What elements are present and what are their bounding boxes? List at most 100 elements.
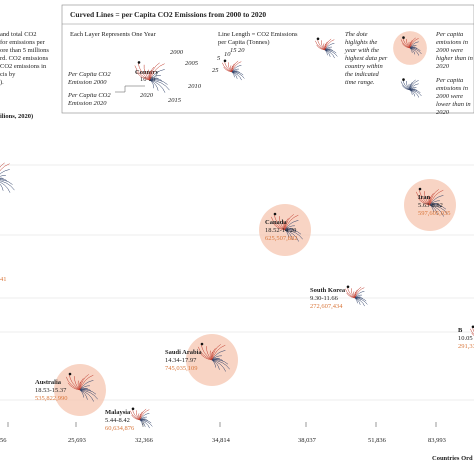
subtitle: ilions, 2020) — [0, 113, 33, 120]
legend-length-tick: 5 — [217, 55, 221, 62]
glyph-dot — [68, 372, 72, 376]
country-name: Canada — [265, 219, 287, 226]
glyph-line — [211, 344, 221, 361]
glyph-line — [429, 204, 444, 217]
glyph-line — [284, 229, 299, 242]
glyph-line — [231, 71, 245, 79]
legend-dot-note: higlights the — [345, 39, 377, 46]
glyph-line — [324, 49, 338, 57]
intro-text: and total CO2 — [0, 31, 36, 38]
glyph-line — [324, 39, 335, 51]
legend-red-note: 2020 — [436, 63, 450, 70]
glyph-line — [409, 38, 419, 49]
glyph-line — [284, 229, 293, 240]
glyph-line — [211, 350, 226, 361]
legend-start: Per Capita CO2 — [67, 71, 111, 78]
glyph-line — [429, 204, 434, 213]
legend-note: Each Layer Represents One Year — [70, 31, 157, 38]
country-range: 5.44-8.42 — [105, 417, 130, 424]
intro-text: CO2 emissions in — [0, 63, 47, 70]
glyph-line — [0, 179, 13, 185]
country-name: Iran — [418, 194, 431, 201]
glyph-line — [231, 61, 242, 73]
glyph-line — [354, 297, 368, 305]
glyph-line — [279, 216, 286, 231]
glyph-line — [429, 204, 447, 210]
glyph-line — [270, 216, 286, 231]
glyph-line — [429, 195, 444, 206]
glyph-line — [149, 62, 160, 81]
glyph-line — [429, 204, 448, 215]
legend-length-tick: 20 — [238, 47, 245, 54]
glyph-dot — [223, 59, 227, 63]
glyph-line — [143, 64, 151, 81]
legend-blue-note: lower than in — [436, 101, 471, 108]
glyph-line — [345, 288, 356, 299]
x-tick-label: 51,836 — [368, 437, 387, 444]
glyph-line — [139, 419, 150, 429]
glyph-line — [354, 297, 358, 304]
glyph-dot — [316, 37, 320, 41]
legend-length: per Capita (Tonnes) — [218, 39, 270, 46]
glyph-line — [417, 197, 431, 206]
glyph-line — [409, 89, 413, 95]
legend-year: 2005 — [185, 60, 199, 67]
glyph-line — [130, 410, 141, 421]
glyph-line — [354, 297, 365, 307]
glyph-line — [429, 204, 438, 215]
glyph-dot — [418, 187, 422, 191]
glyph-line — [429, 189, 439, 206]
glyph-line — [0, 175, 6, 177]
country-total: 60,634,876 — [105, 425, 135, 432]
glyph-line — [0, 181, 11, 193]
glyph-dot — [137, 61, 141, 64]
intro-text: cis by — [0, 71, 16, 78]
country-total: 535,822,990 — [35, 395, 68, 402]
legend-dot-note: The dote — [345, 31, 368, 38]
glyph-line — [409, 80, 419, 91]
legend-year: 2000 — [170, 49, 184, 56]
country-name: Saudi Arabia — [165, 349, 202, 356]
country-name: Australia — [35, 379, 62, 386]
glyph-line — [79, 374, 89, 391]
glyph-line — [139, 409, 150, 421]
legend-dot-note: country within — [345, 63, 383, 70]
glyph-line — [354, 287, 365, 299]
glyph-line — [79, 389, 98, 400]
glyph-line — [200, 343, 213, 361]
glyph-line — [284, 220, 299, 231]
glyph-line — [222, 62, 233, 73]
glyph-line — [79, 389, 94, 402]
legend-year: 2015 — [168, 97, 182, 104]
x-tick-label: 32,366 — [135, 437, 154, 444]
legend-red-note: emissions in — [436, 39, 468, 46]
glyph-line — [137, 62, 151, 81]
x-tick-label: 38,037 — [298, 437, 317, 444]
glyph-line — [0, 180, 15, 191]
glyph-line — [206, 346, 213, 361]
country-range: 5.63-8.82 — [418, 202, 443, 209]
country-total: 291,335,9 — [458, 343, 474, 350]
glyph-line — [149, 66, 155, 81]
glyph-dot — [200, 342, 204, 346]
glyph-line — [68, 373, 81, 391]
glyph-line — [74, 376, 81, 391]
glyph-line — [429, 189, 444, 206]
glyph-line — [324, 49, 328, 56]
glyph-line — [197, 346, 213, 361]
legend-dot-note: time range. — [345, 79, 375, 86]
glyph-dot — [402, 78, 405, 81]
legend-length: Line Length = CO2 Emissions — [218, 31, 298, 38]
glyph-line — [324, 49, 335, 59]
legend-red-note: 2000 were — [436, 47, 463, 54]
legend-blue-note: Per capita — [435, 77, 463, 84]
glyph-line — [149, 79, 155, 89]
glyph-line — [0, 169, 10, 175]
glyph-line — [471, 332, 474, 336]
glyph-line — [424, 191, 431, 206]
glyph-line — [136, 71, 151, 81]
country-range: 9.30-11.66 — [310, 295, 339, 302]
intro-text: for emissions per — [0, 39, 46, 46]
glyph-line — [211, 344, 226, 361]
